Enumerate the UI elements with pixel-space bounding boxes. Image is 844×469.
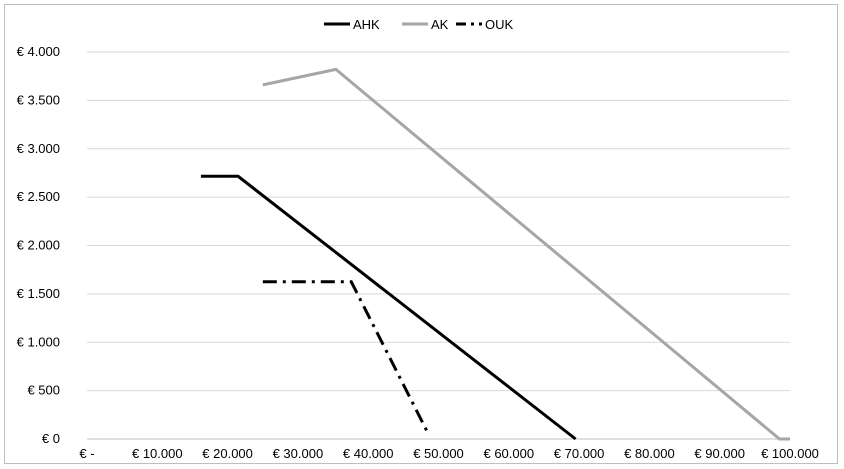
x-tick-label: € 40.000 xyxy=(343,446,394,461)
chart-frame xyxy=(4,4,838,464)
grid-lines xyxy=(87,51,790,392)
x-tick-label: € 60.000 xyxy=(483,446,534,461)
x-tick-label: € 10.000 xyxy=(132,446,183,461)
x-tick-label: € - xyxy=(79,446,94,461)
axes: € 0 € 500 € 1.000 € 1.500 € 2.000 € 2.500 € 3.… xyxy=(17,44,819,461)
x-tick-label: € 20.000 xyxy=(202,446,253,461)
y-tick-label: € 4.000 xyxy=(17,44,60,59)
y-tick-label: € 2.000 xyxy=(17,238,60,253)
legend-label-ouk: OUK xyxy=(485,17,514,32)
x-tick-label: € 80.000 xyxy=(624,446,675,461)
x-tick-label: € 30.000 xyxy=(273,446,324,461)
y-tick-label: € 3.500 xyxy=(17,92,60,107)
y-tick-label: € 500 xyxy=(27,383,60,398)
series-line-ak xyxy=(262,67,790,441)
series-line-ouk xyxy=(262,280,430,434)
y-tick-label: € 1.000 xyxy=(17,334,60,349)
y-tick-label: € 3.000 xyxy=(17,141,60,156)
legend-label-ak: AK xyxy=(431,17,449,32)
x-tick-label: € 50.000 xyxy=(413,446,464,461)
x-tick-label: € 70.000 xyxy=(554,446,605,461)
series-lines xyxy=(200,67,790,441)
y-tick-label: € 0 xyxy=(42,431,60,446)
legend: AHK AK OUK xyxy=(324,17,514,32)
legend-label-ahk: AHK xyxy=(353,17,380,32)
x-tick-label: € 90.000 xyxy=(694,446,745,461)
x-tick-label: € 100.000 xyxy=(761,446,819,461)
series-line-ahk xyxy=(200,174,577,441)
y-tick-label: € 2.500 xyxy=(17,189,60,204)
y-tick-label: € 1.500 xyxy=(17,286,60,301)
